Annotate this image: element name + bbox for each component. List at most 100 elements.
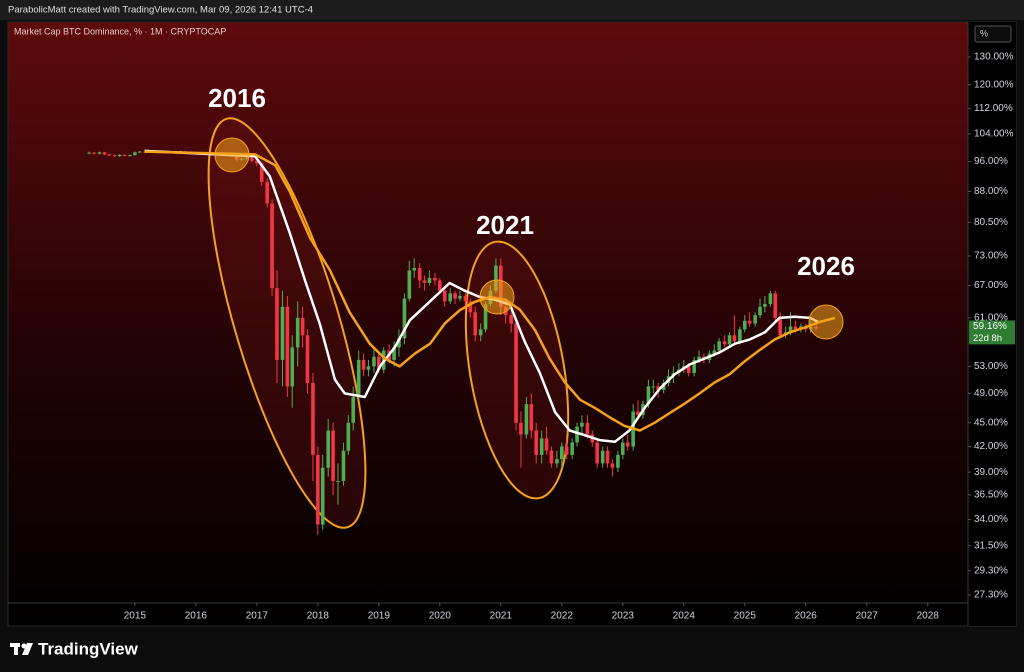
logo-part xyxy=(22,643,33,655)
y-tick-label: 61.00% xyxy=(974,313,1008,324)
candle-body xyxy=(453,293,457,299)
y-tick-label: 112.00% xyxy=(974,103,1013,114)
candle-body xyxy=(463,295,468,302)
scale-button-label[interactable]: % xyxy=(980,28,988,38)
candle-body xyxy=(773,293,778,318)
y-tick-label: 45.00% xyxy=(974,417,1008,428)
candle-body xyxy=(422,280,427,283)
candle-body xyxy=(265,181,270,204)
candle-body xyxy=(97,152,102,154)
y-tick-label: 120.00% xyxy=(974,79,1014,90)
x-tick-label: 2017 xyxy=(246,611,269,622)
candle-body xyxy=(778,317,782,336)
candle-body xyxy=(117,154,122,157)
candle-body xyxy=(438,280,442,291)
candle-body xyxy=(102,152,107,155)
candle-body xyxy=(402,298,407,339)
last-price-label: 59.16% xyxy=(973,321,1007,332)
candle-body xyxy=(270,203,274,289)
candle-body xyxy=(788,326,793,333)
candle-body xyxy=(290,347,295,387)
candle-body xyxy=(361,359,366,370)
candle-body xyxy=(712,350,717,354)
candle-body xyxy=(87,152,91,154)
candle-body xyxy=(509,315,513,324)
candle-body xyxy=(727,335,732,345)
y-tick-label: 130.00% xyxy=(974,52,1014,63)
highlight-circle xyxy=(479,279,515,315)
y-tick-label: 36.50% xyxy=(974,490,1008,501)
y-tick-label: 73.00% xyxy=(974,251,1008,262)
candle-body xyxy=(316,454,320,525)
candle-body xyxy=(585,422,590,435)
candle-body xyxy=(137,151,142,153)
candle-body xyxy=(616,454,620,468)
annotation: 2016 xyxy=(208,83,266,113)
candle-body xyxy=(442,290,447,302)
y-tick-label: 27.30% xyxy=(974,590,1008,601)
candle-body xyxy=(128,155,132,157)
candle-body xyxy=(295,317,300,348)
candle-body xyxy=(133,152,137,156)
candle-body xyxy=(407,270,412,299)
brand: TradingView xyxy=(38,639,139,658)
candle-body xyxy=(473,312,477,336)
x-tick-label: 2020 xyxy=(429,611,452,622)
x-tick-label: 2021 xyxy=(490,611,513,622)
candle-body xyxy=(600,450,605,464)
candle-body xyxy=(494,265,498,291)
candle-body xyxy=(575,426,579,443)
logo-part xyxy=(14,643,18,655)
candle-body xyxy=(636,411,640,416)
candle-body xyxy=(651,386,656,388)
y-tick-label: 53.00% xyxy=(974,361,1008,372)
candle-body xyxy=(366,366,371,370)
candle-body xyxy=(377,356,381,370)
chart-area xyxy=(7,21,1017,627)
candle-body xyxy=(397,338,401,348)
countdown: 22d 8h xyxy=(973,333,1002,344)
candle-body xyxy=(742,320,747,330)
candle-body xyxy=(529,404,534,431)
scale-button[interactable] xyxy=(974,25,1012,43)
candle-body xyxy=(722,341,727,345)
candle-body xyxy=(427,277,432,283)
annotation: 2021 xyxy=(476,210,534,240)
candle-body xyxy=(412,267,417,271)
y-tick-label: 96.00% xyxy=(974,156,1008,167)
candle-body xyxy=(656,386,660,390)
ma-line xyxy=(144,150,836,432)
candle-body xyxy=(478,329,483,336)
candle-body xyxy=(768,293,773,305)
candle-body xyxy=(763,304,767,307)
candle-body xyxy=(686,366,691,373)
candle-body xyxy=(732,335,737,342)
candle-body xyxy=(625,442,630,447)
candle-body xyxy=(610,463,615,468)
highlight-circles xyxy=(214,137,844,340)
candle-body xyxy=(311,383,315,455)
y-tick-label: 29.30% xyxy=(974,565,1008,576)
candle-body xyxy=(717,341,721,351)
candle-body xyxy=(255,160,259,164)
candle-body xyxy=(346,422,351,451)
candle-body xyxy=(433,277,437,281)
candle-body xyxy=(392,347,396,360)
candle-body xyxy=(372,356,376,367)
y-tick-label: 49.00% xyxy=(974,388,1008,399)
candle-body xyxy=(580,422,584,427)
candle-body xyxy=(417,267,422,281)
credit: ParabolicMatt created with TradingView.c… xyxy=(8,5,313,16)
logo xyxy=(10,643,33,655)
x-tick-label: 2025 xyxy=(734,611,757,622)
credit-bar xyxy=(0,0,1024,20)
candle-body xyxy=(692,359,696,373)
candle-body xyxy=(275,288,279,360)
candle-body xyxy=(595,442,599,464)
x-tick-label: 2028 xyxy=(917,611,940,622)
candle-body xyxy=(107,154,112,156)
candle-body xyxy=(300,317,305,336)
candle-body xyxy=(738,329,742,342)
ma-line xyxy=(144,149,819,443)
candle-body xyxy=(753,315,757,324)
